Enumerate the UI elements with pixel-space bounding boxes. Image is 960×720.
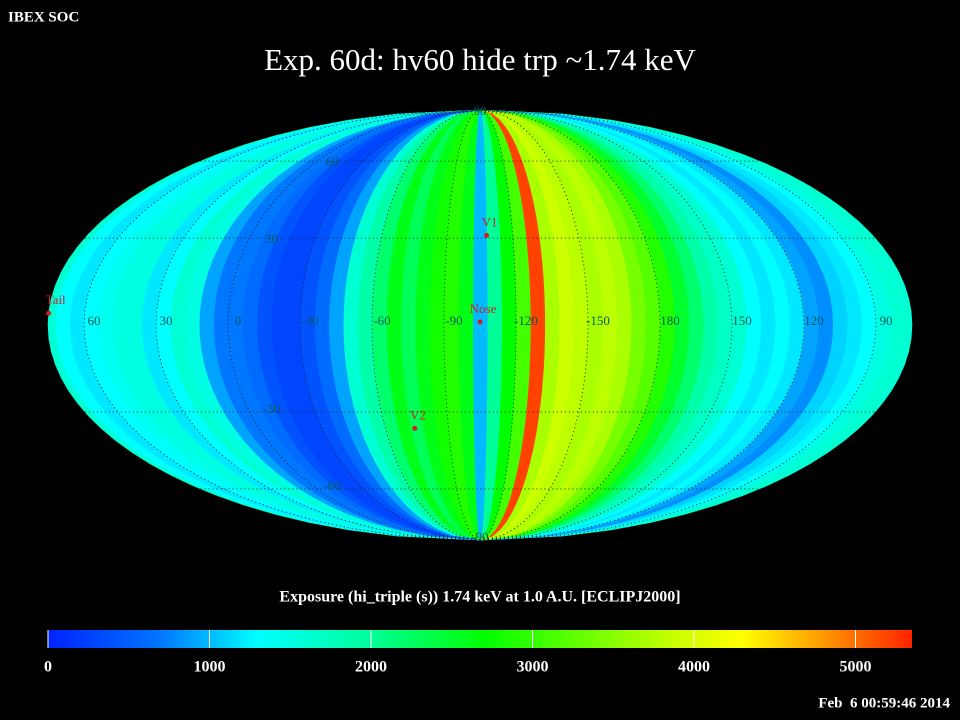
colorbar-ticks: 0 1000 2000 3000 4000 5000: [44, 630, 871, 676]
lon-tick-label: -60: [373, 313, 390, 328]
point-label: Nose: [470, 301, 497, 316]
lon-tick-label: -30: [301, 313, 318, 328]
lat-tick-label: 60: [326, 154, 339, 169]
point-label: V1: [482, 214, 498, 229]
lat-tick-label: -90: [471, 529, 488, 544]
lon-tick-label: 180: [660, 313, 680, 328]
colorbar-tick-label: 3000: [516, 659, 548, 676]
header: IBEX SOC: [8, 9, 79, 25]
colorbar-label: Exposure (hi_triple (s)) 1.74 keV at 1.0…: [279, 589, 680, 606]
lon-tick-label: 30: [160, 313, 173, 328]
lon-tick-label: 0: [235, 313, 242, 328]
lat-tick-label: -30: [263, 401, 280, 416]
lat-tick-label: -60: [324, 478, 341, 493]
grid-meridian: [479, 109, 589, 541]
colorbar-tick-label: 1000: [193, 659, 225, 676]
colorbar-tick-label: 2000: [355, 659, 387, 676]
grid-meridian: [371, 109, 481, 541]
lon-tick-label: 120: [804, 313, 824, 328]
sky-map: 60 30 0 -30 -60 -90 -120 -150 180 150 120 90 90 60 30 -…: [46, 103, 913, 544]
lon-tick-label: 90: [880, 313, 893, 328]
colorbar-tick-label: 5000: [839, 659, 871, 676]
lon-tick-label: -90: [445, 313, 462, 328]
point-marker: [46, 310, 52, 316]
point-marker: [412, 425, 418, 431]
point-label: V2: [410, 407, 426, 422]
grid-meridian: [155, 109, 481, 541]
colorbar-tick-label: 4000: [678, 659, 710, 676]
point-marker: [484, 232, 490, 238]
lat-tick-label: 90: [474, 103, 487, 118]
lon-tick-label: -150: [586, 313, 610, 328]
chart-title: Exp. 60d: hv60 hide trp ~1.74 keV: [264, 42, 696, 77]
timestamp: Feb 6 00:59:46 2014: [818, 695, 950, 711]
colorbar: [48, 630, 912, 648]
lat-tick-label: 30: [265, 231, 278, 246]
point-label: Tail: [46, 292, 66, 307]
colorbar-tick-label: 0: [44, 659, 52, 676]
grid-meridian: [479, 109, 733, 541]
lon-tick-label: -120: [514, 313, 538, 328]
lon-tick-label: 60: [88, 313, 101, 328]
lon-tick-label: 150: [732, 313, 752, 328]
grid-meridian: [479, 109, 805, 541]
point-marker: [477, 319, 483, 325]
